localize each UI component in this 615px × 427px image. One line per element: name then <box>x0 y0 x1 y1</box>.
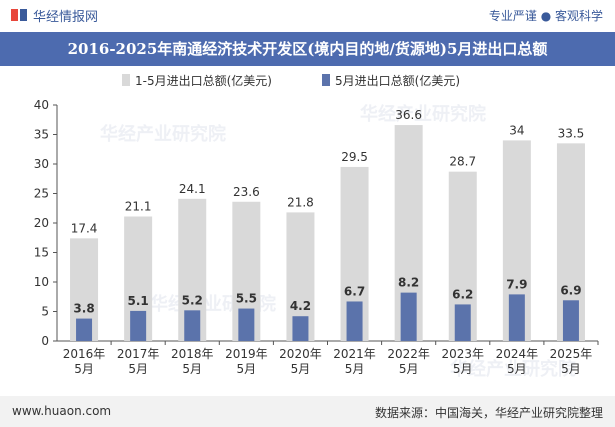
bar-series2 <box>292 316 309 341</box>
bar-series2 <box>454 304 471 341</box>
bar-series2 <box>76 318 93 341</box>
footer: www.huaon.com 数据来源：中国海关，华经产业研究院整理 <box>0 396 615 427</box>
bar-series2 <box>562 300 579 341</box>
data-label-series2: 6.2 <box>452 287 473 301</box>
data-label-series2: 5.2 <box>182 293 203 307</box>
title-bar: 2016-2025年南通经济技术开发区(境内目的地/货源地)5月进出口总额 <box>0 32 615 66</box>
x-tick-label: 2019年 <box>225 347 268 361</box>
bar-series2 <box>130 310 147 341</box>
data-label-series1: 23.6 <box>233 185 260 199</box>
brand-logo-icon <box>11 9 27 21</box>
data-label-series2: 4.2 <box>290 299 311 313</box>
footer-website: www.huaon.com <box>12 404 112 418</box>
legend-swatch <box>322 74 330 86</box>
brand-name: 华经情报网 <box>33 10 99 25</box>
data-label-series2: 7.9 <box>506 277 527 291</box>
x-tick-label: 5月 <box>453 362 473 376</box>
y-tick-label: 40 <box>34 98 49 112</box>
x-tick-label: 5月 <box>291 362 311 376</box>
x-tick-label: 5月 <box>561 362 581 376</box>
x-tick-label: 5月 <box>345 362 365 376</box>
tagline: 专业严谨 ● 客观科学 <box>488 9 603 23</box>
data-label-series2: 5.5 <box>236 292 257 306</box>
y-tick-label: 15 <box>34 246 49 260</box>
bar-series2 <box>508 294 525 341</box>
data-label-series1: 36.6 <box>395 108 422 122</box>
x-tick-label: 5月 <box>507 362 527 376</box>
y-tick-label: 0 <box>41 334 49 348</box>
data-label-series1: 21.1 <box>125 200 152 214</box>
top-bar: 华经情报网 专业严谨 ● 客观科学 <box>0 0 615 30</box>
bar-series2 <box>238 308 255 341</box>
data-label-series1: 34 <box>509 123 524 137</box>
chart-title: 2016-2025年南通经济技术开发区(境内目的地/货源地)5月进出口总额 <box>67 40 548 58</box>
x-tick-label: 2018年 <box>171 347 214 361</box>
footer-source: 数据来源：中国海关，华经产业研究院整理 <box>374 406 603 420</box>
x-tick-label: 5月 <box>237 362 257 376</box>
y-tick-label: 30 <box>34 157 49 171</box>
data-label-series1: 33.5 <box>558 126 585 140</box>
x-tick-label: 5月 <box>128 362 148 376</box>
data-label-series2: 6.9 <box>560 283 581 297</box>
x-tick-label: 5月 <box>399 362 419 376</box>
y-tick-label: 25 <box>34 187 49 201</box>
data-label-series1: 29.5 <box>341 150 368 164</box>
y-tick-label: 20 <box>34 216 49 230</box>
data-label-series1: 28.7 <box>449 155 476 169</box>
y-tick-label: 35 <box>34 128 49 142</box>
x-tick-label: 2016年 <box>63 347 106 361</box>
data-label-series1: 17.4 <box>71 221 98 235</box>
bar-series2 <box>346 301 363 341</box>
data-label-series2: 6.7 <box>344 284 365 298</box>
legend-label: 5月进出口总额(亿美元) <box>335 73 460 88</box>
x-tick-label: 5月 <box>74 362 94 376</box>
bar-series2 <box>400 292 417 341</box>
y-tick-label: 5 <box>41 305 49 319</box>
bar-series2 <box>184 310 201 341</box>
legend-label: 1-5月进出口总额(亿美元) <box>135 73 272 88</box>
legend-swatch <box>122 74 130 86</box>
data-label-series1: 21.8 <box>287 195 314 209</box>
data-label-series2: 5.1 <box>128 294 149 308</box>
x-tick-label: 2025年 <box>550 347 593 361</box>
bar-chart: 051015202530354017.43.82016年5月21.15.1201… <box>34 73 599 376</box>
x-tick-label: 2022年 <box>387 347 430 361</box>
x-tick-label: 2021年 <box>333 347 376 361</box>
x-tick-label: 2017年 <box>117 347 160 361</box>
x-tick-label: 5月 <box>182 362 202 376</box>
y-tick-label: 10 <box>34 275 49 289</box>
data-label-series2: 3.8 <box>73 302 94 316</box>
data-label-series2: 8.2 <box>398 276 419 290</box>
x-tick-label: 2020年 <box>279 347 322 361</box>
x-tick-label: 2023年 <box>441 347 484 361</box>
x-tick-label: 2024年 <box>496 347 539 361</box>
data-label-series1: 24.1 <box>179 182 206 196</box>
